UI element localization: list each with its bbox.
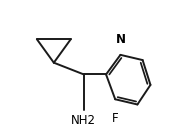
Text: NH2: NH2 <box>71 114 96 127</box>
Text: N: N <box>116 33 125 46</box>
Text: F: F <box>112 112 118 125</box>
